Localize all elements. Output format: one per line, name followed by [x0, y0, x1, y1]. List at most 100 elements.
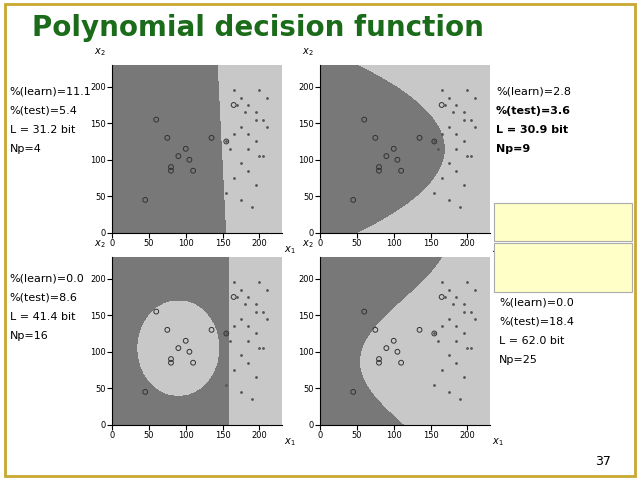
Point — [236, 351, 246, 359]
Point — [440, 293, 451, 301]
Point — [254, 344, 264, 352]
Point — [470, 286, 480, 293]
Point — [392, 348, 403, 356]
Point — [451, 167, 461, 175]
Point — [436, 278, 447, 286]
Text: %(test)=18.4: %(test)=18.4 — [499, 317, 574, 327]
Point — [462, 86, 472, 94]
Text: %(learn)=2.8: %(learn)=2.8 — [496, 86, 571, 96]
Point — [444, 94, 454, 101]
Point — [396, 359, 406, 367]
Point — [228, 101, 239, 109]
Point — [221, 138, 232, 145]
Point — [459, 116, 469, 123]
Point — [239, 108, 250, 116]
Point — [466, 344, 476, 352]
Text: Np=9: Np=9 — [496, 144, 531, 154]
Point — [225, 145, 235, 153]
Point — [251, 108, 261, 116]
Point — [436, 366, 447, 374]
Point — [162, 134, 172, 142]
Point — [374, 355, 384, 363]
Point — [451, 145, 461, 153]
Point — [462, 278, 472, 286]
Point — [440, 101, 451, 109]
Point — [459, 308, 469, 315]
Point — [173, 344, 184, 352]
Point — [436, 86, 447, 94]
Point — [429, 138, 440, 145]
Text: 37: 37 — [595, 455, 611, 468]
Point — [444, 388, 454, 396]
Point — [184, 156, 195, 164]
Point — [228, 323, 239, 330]
Point — [444, 351, 454, 359]
Text: %(test)=8.6: %(test)=8.6 — [10, 293, 77, 303]
Point — [429, 330, 440, 337]
Point — [221, 381, 232, 388]
Point — [188, 359, 198, 367]
Point — [388, 145, 399, 153]
Point — [180, 337, 191, 345]
Point — [236, 196, 246, 204]
Point — [459, 181, 469, 189]
Point — [232, 101, 243, 109]
Point — [173, 152, 184, 160]
Point — [459, 300, 469, 308]
Point — [470, 123, 480, 131]
Point — [444, 286, 454, 293]
Point — [462, 344, 472, 352]
Text: Worst
generalization!: Worst generalization! — [501, 248, 602, 276]
Text: %(test)=5.4: %(test)=5.4 — [10, 106, 77, 116]
Point — [447, 108, 458, 116]
X-axis label: $x_1$: $x_1$ — [492, 244, 504, 256]
Text: %(learn)=11.1: %(learn)=11.1 — [10, 86, 92, 96]
Point — [251, 181, 261, 189]
Point — [243, 323, 253, 330]
Point — [188, 167, 198, 175]
Point — [374, 359, 384, 367]
Point — [459, 138, 469, 145]
Text: %(learn)=0.0: %(learn)=0.0 — [499, 298, 574, 308]
Text: |: | — [552, 243, 556, 256]
Text: L = 41.4 bit: L = 41.4 bit — [10, 312, 75, 322]
Point — [466, 152, 476, 160]
Point — [243, 167, 253, 175]
Point — [243, 145, 253, 153]
Text: No outliers: No outliers — [501, 208, 574, 221]
Point — [374, 163, 384, 171]
Point — [243, 359, 253, 367]
Point — [166, 359, 176, 367]
Point — [236, 94, 246, 101]
Point — [251, 330, 261, 337]
Point — [348, 388, 358, 396]
Point — [262, 94, 272, 101]
Point — [415, 326, 425, 334]
Point — [388, 337, 399, 345]
X-axis label: $x_1$: $x_1$ — [284, 437, 296, 448]
Point — [221, 330, 232, 337]
Point — [258, 344, 268, 352]
Point — [370, 134, 380, 142]
Point — [151, 116, 161, 123]
Point — [140, 388, 150, 396]
Point — [166, 355, 176, 363]
Point — [447, 300, 458, 308]
Point — [459, 373, 469, 381]
X-axis label: $x_1$: $x_1$ — [492, 437, 504, 448]
Point — [436, 323, 447, 330]
Point — [258, 116, 268, 123]
Point — [381, 152, 392, 160]
Point — [228, 278, 239, 286]
Point — [415, 134, 425, 142]
Point — [396, 167, 406, 175]
Point — [254, 278, 264, 286]
Point — [451, 337, 461, 345]
Point — [436, 101, 447, 109]
Point — [254, 86, 264, 94]
Text: Np=25: Np=25 — [499, 355, 538, 365]
Text: %(test)=3.6: %(test)=3.6 — [496, 106, 571, 116]
Point — [232, 293, 243, 301]
Point — [247, 396, 257, 403]
Point — [444, 315, 454, 323]
